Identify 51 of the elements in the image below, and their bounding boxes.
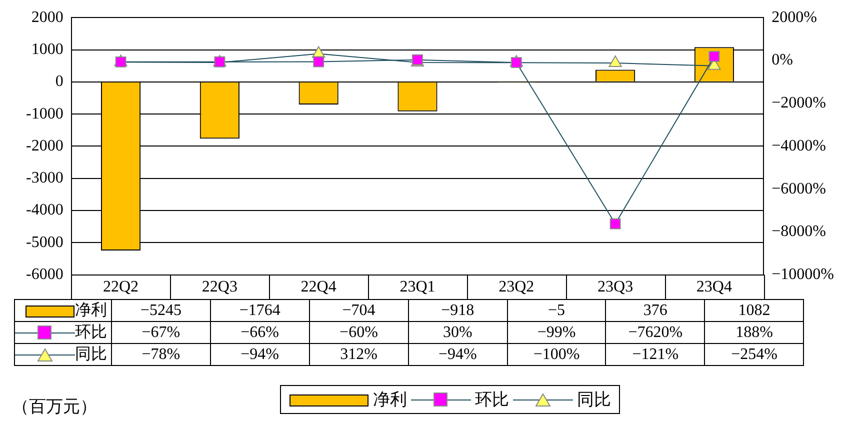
y-tick-label: 1000 <box>31 40 64 58</box>
x-tick-label: 23Q4 <box>696 278 732 296</box>
y-tick-label: -6000 <box>26 266 64 284</box>
data-label: −5 <box>507 300 606 322</box>
data-label: −1764 <box>210 300 310 322</box>
y-tick-label: 2000 <box>31 8 64 26</box>
legend-label: 环比 <box>14 322 112 344</box>
y-tick-label: 0 <box>55 73 64 90</box>
data-label: 376 <box>606 300 705 322</box>
data-label: −60% <box>309 322 408 344</box>
data-label: −94% <box>408 344 508 366</box>
data-label: −99% <box>507 322 606 344</box>
data-label: 188% <box>704 322 804 344</box>
y2-tick-label: −8000% <box>772 223 826 240</box>
data-label: −67% <box>112 322 210 344</box>
x-tick-label: 22Q4 <box>300 278 336 296</box>
text: 环比 <box>475 390 509 409</box>
data-label: −100% <box>507 344 606 366</box>
text: 净利 <box>373 390 407 409</box>
text: 同比 <box>577 390 611 409</box>
data-label: 1082 <box>704 300 804 322</box>
data-label: −94% <box>210 344 310 366</box>
x-tick-label: 22Q3 <box>202 278 238 296</box>
y2-tick-label: −4000% <box>772 137 826 154</box>
y-tick-label: -1000 <box>26 105 64 122</box>
legend-label: 同比 <box>14 344 112 366</box>
x-tick-label: 23Q2 <box>498 278 534 296</box>
y2-tick-label: 2000% <box>772 8 817 26</box>
y-tick-label: -5000 <box>26 234 64 251</box>
x-tick-label: 23Q1 <box>400 278 436 296</box>
y2-tick-label: −6000% <box>772 180 826 198</box>
data-label: −7620% <box>606 322 705 344</box>
y2-tick-label: −2000% <box>772 94 826 112</box>
x-tick-label: 22Q2 <box>103 278 139 296</box>
data-label: 30% <box>408 322 508 344</box>
y-tick-label: -4000 <box>26 202 64 219</box>
y-tick-label: -3000 <box>26 170 64 187</box>
data-label: −66% <box>210 322 310 344</box>
data-label: −5245 <box>112 300 210 322</box>
data-label: −254% <box>704 344 804 366</box>
y2-tick-label: −10000% <box>772 266 834 284</box>
data-label: −918 <box>408 300 508 322</box>
text: （百万元） <box>12 396 97 418</box>
legend-label: 净利 <box>14 300 112 322</box>
y-tick-label: -2000 <box>26 137 64 154</box>
data-label: −704 <box>309 300 408 322</box>
y2-tick-label: 0% <box>772 52 793 69</box>
data-label: 312% <box>309 344 408 366</box>
data-label: −78% <box>112 344 210 366</box>
data-label: −121% <box>606 344 705 366</box>
x-tick-label: 23Q3 <box>598 278 634 296</box>
